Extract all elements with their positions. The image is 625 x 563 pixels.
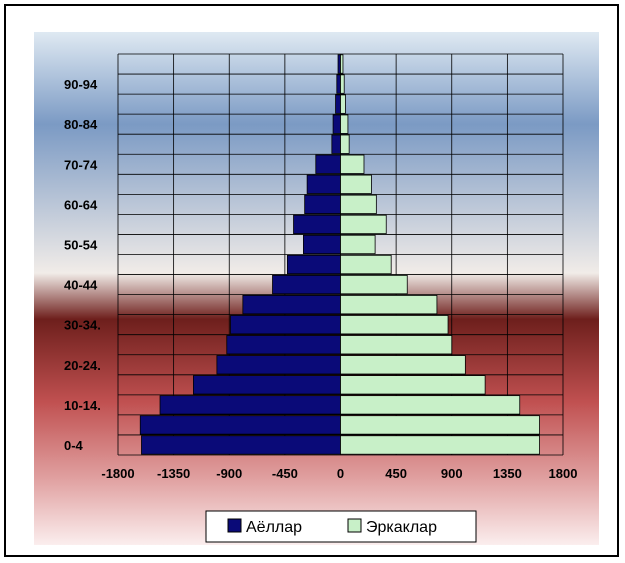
- bar-women: [303, 234, 341, 255]
- y-tick-label: 80-84: [64, 117, 98, 132]
- bar-women: [141, 435, 341, 455]
- bar-men: [340, 274, 408, 295]
- x-tick-label: -1800: [101, 466, 134, 481]
- bar-men: [340, 54, 344, 74]
- bar-men: [340, 114, 349, 134]
- bar-women: [335, 94, 341, 114]
- y-tick-label: 0-4: [64, 438, 84, 453]
- x-tick-label: 0: [337, 466, 344, 481]
- y-tick-label: 30-34.: [64, 318, 101, 333]
- bar-men: [340, 234, 376, 255]
- bars: [139, 54, 540, 455]
- bar-men: [340, 415, 540, 435]
- bar-women: [139, 415, 341, 435]
- y-tick-label: 90-94: [64, 77, 98, 92]
- bar-women: [286, 254, 341, 275]
- legend-swatch-women: [227, 518, 242, 533]
- bar-women: [336, 74, 341, 94]
- bar-men: [340, 315, 449, 335]
- y-tick-label: 70-74: [64, 157, 98, 172]
- bar-men: [340, 94, 346, 114]
- bar-men: [340, 335, 453, 355]
- bar-women: [304, 194, 341, 214]
- bar-men: [340, 375, 486, 395]
- y-tick-label: 40-44: [64, 278, 98, 293]
- bar-women: [193, 375, 341, 395]
- legend-swatch-men: [347, 518, 362, 533]
- x-tick-label: -1350: [157, 466, 190, 481]
- legend-label-men: Эркаклар: [366, 519, 437, 536]
- bar-men: [340, 395, 521, 415]
- population-pyramid-chart: 0-4 10-14. 20-24. 30-34. 40-44 50-54 60-64 70-7…: [34, 32, 599, 545]
- x-tick-label: 1800: [549, 466, 578, 481]
- bar-women: [293, 214, 341, 235]
- x-axis-labels: -1800 -1350 -900 -450 0 450 900 1350 1800: [101, 466, 577, 481]
- bar-men: [340, 435, 540, 455]
- y-tick-label: 60-64: [64, 197, 98, 212]
- y-tick-label: 20-24.: [64, 358, 101, 373]
- bar-women: [242, 295, 341, 315]
- bar-men: [340, 174, 372, 194]
- chart-frame: 0-4 10-14. 20-24. 30-34. 40-44 50-54 60-64 70-7…: [4, 4, 619, 557]
- bar-men: [340, 355, 466, 375]
- gridlines: [117, 53, 564, 456]
- bar-women: [226, 335, 341, 355]
- x-tick-label: 900: [441, 466, 463, 481]
- bar-women: [230, 315, 341, 335]
- bar-women: [331, 134, 341, 154]
- y-tick-label: 50-54: [64, 237, 98, 252]
- bar-men: [340, 254, 392, 275]
- bar-women: [216, 355, 341, 375]
- legend-label-women: Аёллар: [246, 519, 302, 536]
- bar-men: [340, 295, 438, 315]
- legend-box: [205, 510, 477, 543]
- y-tick-label: 10-14.: [64, 398, 101, 413]
- bar-men: [340, 134, 350, 154]
- x-tick-label: 1350: [493, 466, 522, 481]
- bar-women: [272, 274, 341, 295]
- bar-women: [332, 114, 341, 134]
- bar-men: [340, 194, 377, 214]
- y-axis-labels: 0-4 10-14. 20-24. 30-34. 40-44 50-54 60-64 70-7…: [64, 77, 101, 453]
- bar-women: [306, 174, 341, 194]
- x-tick-label: -900: [216, 466, 242, 481]
- bar-men: [340, 154, 365, 174]
- x-tick-label: 450: [385, 466, 407, 481]
- bar-women: [315, 154, 341, 174]
- x-tick-label: -450: [272, 466, 298, 481]
- bar-men: [340, 74, 345, 94]
- bar-women: [159, 395, 341, 415]
- legend: Аёллар Эркаклар: [205, 510, 477, 543]
- bar-men: [340, 214, 387, 235]
